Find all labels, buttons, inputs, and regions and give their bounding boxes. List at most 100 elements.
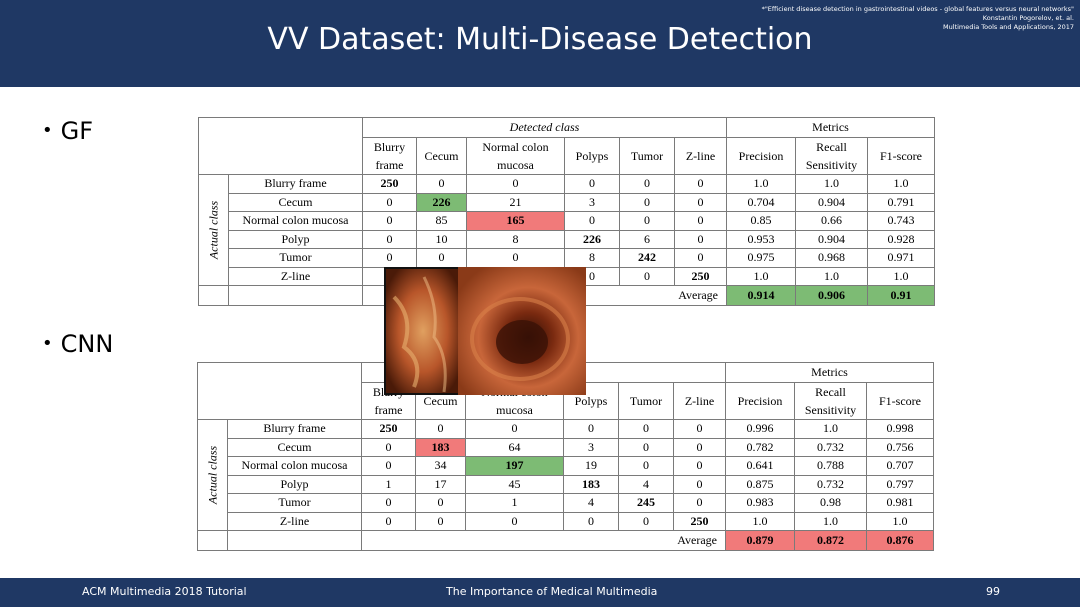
metric-cell: 0.968 <box>795 248 868 268</box>
table-row: Polyp 0 10 8 226 6 0 0.953 0.904 0.928 <box>199 229 935 249</box>
matrix-cell: 0 <box>674 248 727 268</box>
average-row: Average 0.879 0.872 0.876 <box>197 530 934 551</box>
row-label: Cecum <box>228 192 363 212</box>
matrix-cell: 0 <box>415 493 466 513</box>
average-blank-cell <box>227 530 362 551</box>
metric-cell: 1.0 <box>794 419 867 439</box>
corner-cell <box>197 362 362 420</box>
metric-cell: 1.0 <box>795 266 868 286</box>
metric-cell: 0.953 <box>726 229 796 249</box>
matrix-cell: 0 <box>465 511 564 531</box>
matrix-cell: 1 <box>465 493 564 513</box>
gf-confusion-table: Detected class Metrics Blurry frame Cecum No… <box>198 117 935 306</box>
metric-cell: 0.981 <box>866 493 934 513</box>
matrix-cell: 19 <box>563 456 619 476</box>
average-value: 0.906 <box>795 285 868 306</box>
page-number: 99 <box>986 585 1000 598</box>
matrix-cell: 85 <box>416 211 467 231</box>
matrix-cell: 0 <box>362 229 417 249</box>
matrix-cell: 10 <box>416 229 467 249</box>
metric-cell: 0.98 <box>794 493 867 513</box>
column-header: Normal colon mucosa <box>466 137 565 175</box>
metric-cell: 0.788 <box>794 456 867 476</box>
table-row: Actual class Blurry frame 250 0 0 0 0 0 1.0 1.0 1.… <box>198 174 935 286</box>
matrix-cell: 0 <box>362 248 417 268</box>
average-value: 0.914 <box>726 285 796 306</box>
matrix-cell: 0 <box>416 174 467 194</box>
matrix-cell: 34 <box>415 456 466 476</box>
bullet-gf-label: GF <box>60 117 94 145</box>
matrix-cell: 3 <box>563 437 619 457</box>
row-label: Blurry frame <box>228 174 363 194</box>
metrics-header: Metrics <box>726 117 935 138</box>
metric-cell: 0.971 <box>867 248 935 268</box>
average-blank-cell <box>197 530 228 551</box>
metric-cell: 0.743 <box>867 211 935 231</box>
matrix-cell: 1 <box>361 474 416 494</box>
metric-cell: 0.904 <box>795 229 868 249</box>
metric-cell: 0.85 <box>726 211 796 231</box>
matrix-cell: 0 <box>361 511 416 531</box>
table-row: Tumor 0 0 0 8 242 0 0.975 0.968 0.971 <box>199 248 935 268</box>
average-value: 0.91 <box>867 285 935 306</box>
row-label: Cecum <box>227 437 362 457</box>
metric-cell: 0.732 <box>794 437 867 457</box>
row-label: Blurry frame <box>227 419 362 439</box>
bullet-gf: • GF <box>42 117 94 145</box>
matrix-cell: 4 <box>563 493 619 513</box>
table-row: Tumor 0 0 1 4 245 0 0.983 0.98 0.981 <box>198 493 934 513</box>
actual-class-text: Actual class <box>205 445 219 505</box>
table-row: Actual class Blurry frame 250 0 0 0 0 0 0.996 1.0… <box>197 419 934 531</box>
metrics-header: Metrics <box>725 362 934 383</box>
matrix-cell: 242 <box>619 248 675 268</box>
actual-class-label: Actual class <box>198 174 229 286</box>
corner-cell <box>198 117 363 175</box>
matrix-cell: 3 <box>564 192 620 212</box>
matrix-cell: 0 <box>673 419 726 439</box>
matrix-cell: 45 <box>465 474 564 494</box>
matrix-cell: 0 <box>618 419 674 439</box>
metric-cell: 0.732 <box>794 474 867 494</box>
matrix-cell: 0 <box>564 211 620 231</box>
average-value: 0.876 <box>866 530 934 551</box>
matrix-cell: 0 <box>619 211 675 231</box>
metric-cell: 0.782 <box>725 437 795 457</box>
row-label: Normal colon mucosa <box>227 456 362 476</box>
matrix-cell: 17 <box>415 474 466 494</box>
metric-header: F1-score <box>866 382 934 420</box>
matrix-cell: 0 <box>465 419 564 439</box>
metric-cell: 0.66 <box>795 211 868 231</box>
matrix-cell: 0 <box>673 437 726 457</box>
matrix-cell: 0 <box>415 419 466 439</box>
matrix-cell: 0 <box>619 192 675 212</box>
metric-cell: 1.0 <box>866 511 934 531</box>
matrix-cell: 6 <box>619 229 675 249</box>
row-label: Z-line <box>227 511 362 531</box>
column-header: Blurry frame <box>362 137 417 175</box>
matrix-cell: 0 <box>362 211 417 231</box>
matrix-cell: 226 <box>564 229 620 249</box>
row-label: Tumor <box>227 493 362 513</box>
matrix-cell: 8 <box>564 248 620 268</box>
matrix-cell: 250 <box>673 511 726 531</box>
matrix-cell: 183 <box>563 474 619 494</box>
matrix-cell: 8 <box>466 229 565 249</box>
matrix-cell: 0 <box>618 456 674 476</box>
metric-header: Recall Sensitivity <box>794 382 867 420</box>
matrix-cell: 0 <box>674 192 727 212</box>
footer-center-text: The Importance of Medical Multimedia <box>446 585 658 598</box>
matrix-cell: 250 <box>361 419 416 439</box>
average-blank-cell <box>198 285 229 306</box>
row-label: Tumor <box>228 248 363 268</box>
bullet-cnn: • CNN <box>42 330 114 358</box>
metric-header: Precision <box>726 137 796 175</box>
matrix-cell: 0 <box>673 493 726 513</box>
citation-line: Multimedia Tools and Applications, 2017 <box>943 23 1074 31</box>
matrix-cell: 0 <box>466 248 565 268</box>
column-header: Polyps <box>563 382 619 420</box>
average-label: Average <box>361 530 726 551</box>
metric-cell: 0.707 <box>866 456 934 476</box>
matrix-cell: 226 <box>416 192 467 212</box>
column-header: Tumor <box>618 382 674 420</box>
